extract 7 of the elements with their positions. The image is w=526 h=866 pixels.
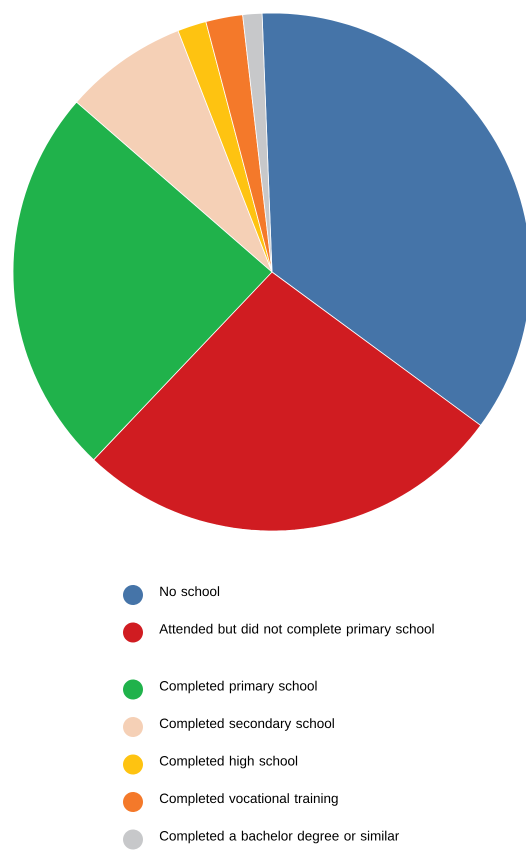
legend-label: Completed high school — [160, 756, 298, 768]
legend-label: Completed a bachelor degree or similar — [160, 830, 400, 844]
legend-label: Completed vocational training — [160, 793, 338, 806]
legend-label: Attended but did not complete primary school — [159, 624, 434, 636]
legend-label: Completed primary school — [160, 680, 317, 694]
legend-label: Completed secondary school — [160, 718, 334, 731]
legend-label: No school — [160, 586, 220, 596]
